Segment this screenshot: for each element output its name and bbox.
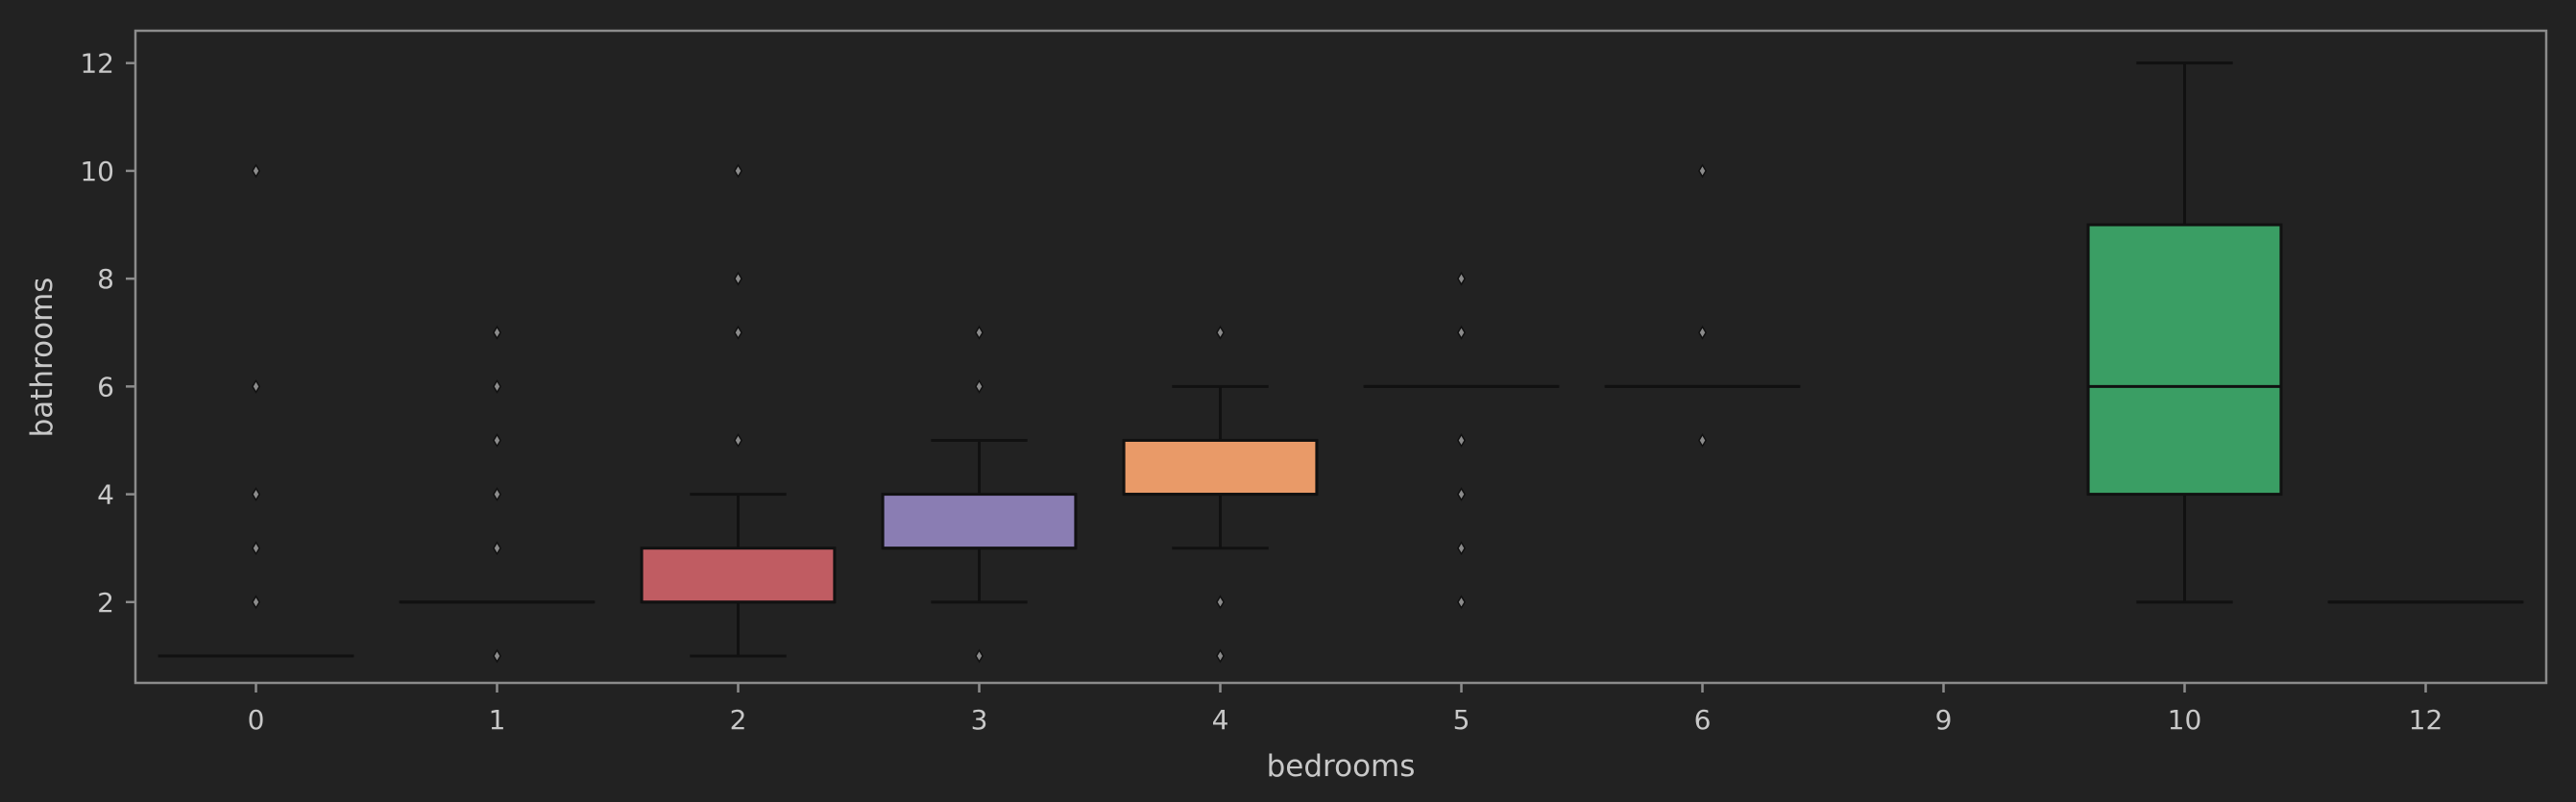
outlier-point — [493, 433, 501, 448]
outlier-point — [1698, 433, 1707, 448]
outlier-point — [1216, 595, 1225, 610]
outlier-point — [493, 648, 501, 664]
outlier-point — [734, 325, 742, 340]
outlier-point — [1698, 163, 1707, 179]
x-tick-label: 12 — [2409, 704, 2443, 736]
x-tick-label: 6 — [1694, 704, 1712, 736]
iqr-box — [1122, 438, 1319, 497]
outlier-point — [252, 595, 260, 610]
x-tick-label: 3 — [971, 704, 988, 736]
y-tick-label: 8 — [97, 263, 114, 295]
outlier-point — [734, 433, 742, 448]
outlier-point — [1457, 325, 1466, 340]
outlier-point — [975, 378, 984, 394]
box-5 — [1363, 271, 1560, 610]
outlier-point — [1457, 595, 1466, 610]
y-tick-label: 10 — [80, 156, 114, 187]
outlier-point — [252, 378, 260, 394]
outlier-point — [252, 487, 260, 502]
x-tick-label: 4 — [1212, 704, 1229, 736]
outlier-point — [1457, 433, 1466, 448]
outlier-point — [493, 378, 501, 394]
y-tick-label: 4 — [97, 479, 114, 511]
iqr-box — [2086, 223, 2283, 497]
box-1 — [399, 325, 595, 664]
box-4 — [1122, 325, 1319, 664]
box-2 — [640, 163, 837, 658]
outlier-point — [734, 271, 742, 286]
outlier-point — [1457, 541, 1466, 556]
y-axis: 2 4 6 8 10 12 — [80, 48, 135, 619]
outlier-point — [493, 541, 501, 556]
y-axis-label: bathrooms — [25, 278, 60, 438]
box-0 — [158, 163, 354, 658]
y-tick-label: 12 — [80, 48, 114, 80]
outlier-point — [1216, 325, 1225, 340]
x-tick-label: 5 — [1453, 704, 1470, 736]
x-tick-label: 1 — [489, 704, 506, 736]
y-tick-label: 2 — [97, 587, 114, 619]
x-axis: 0 1 2 3 4 5 6 9 10 12 — [248, 683, 2443, 736]
plot-frame — [134, 29, 2548, 685]
outlier-point — [1457, 487, 1466, 502]
x-tick-label: 0 — [248, 704, 265, 736]
iqr-box — [640, 547, 837, 604]
outlier-point — [1457, 271, 1466, 286]
outlier-point — [1216, 648, 1225, 664]
box-marks — [158, 61, 2524, 664]
x-axis-label: bedrooms — [1267, 749, 1416, 784]
box-10 — [2086, 61, 2283, 604]
outlier-point — [1698, 325, 1707, 340]
outlier-point — [493, 325, 501, 340]
y-tick-label: 6 — [97, 371, 114, 402]
outlier-point — [252, 541, 260, 556]
outlier-point — [252, 163, 260, 179]
box-3 — [881, 325, 1078, 664]
x-tick-label: 10 — [2168, 704, 2202, 736]
x-tick-label: 9 — [1935, 704, 1953, 736]
box-6 — [1604, 163, 1801, 448]
outlier-point — [493, 487, 501, 502]
x-tick-label: 2 — [730, 704, 747, 736]
iqr-box — [881, 493, 1078, 550]
outlier-point — [975, 648, 984, 664]
outlier-point — [734, 163, 742, 179]
outlier-point — [975, 325, 984, 340]
